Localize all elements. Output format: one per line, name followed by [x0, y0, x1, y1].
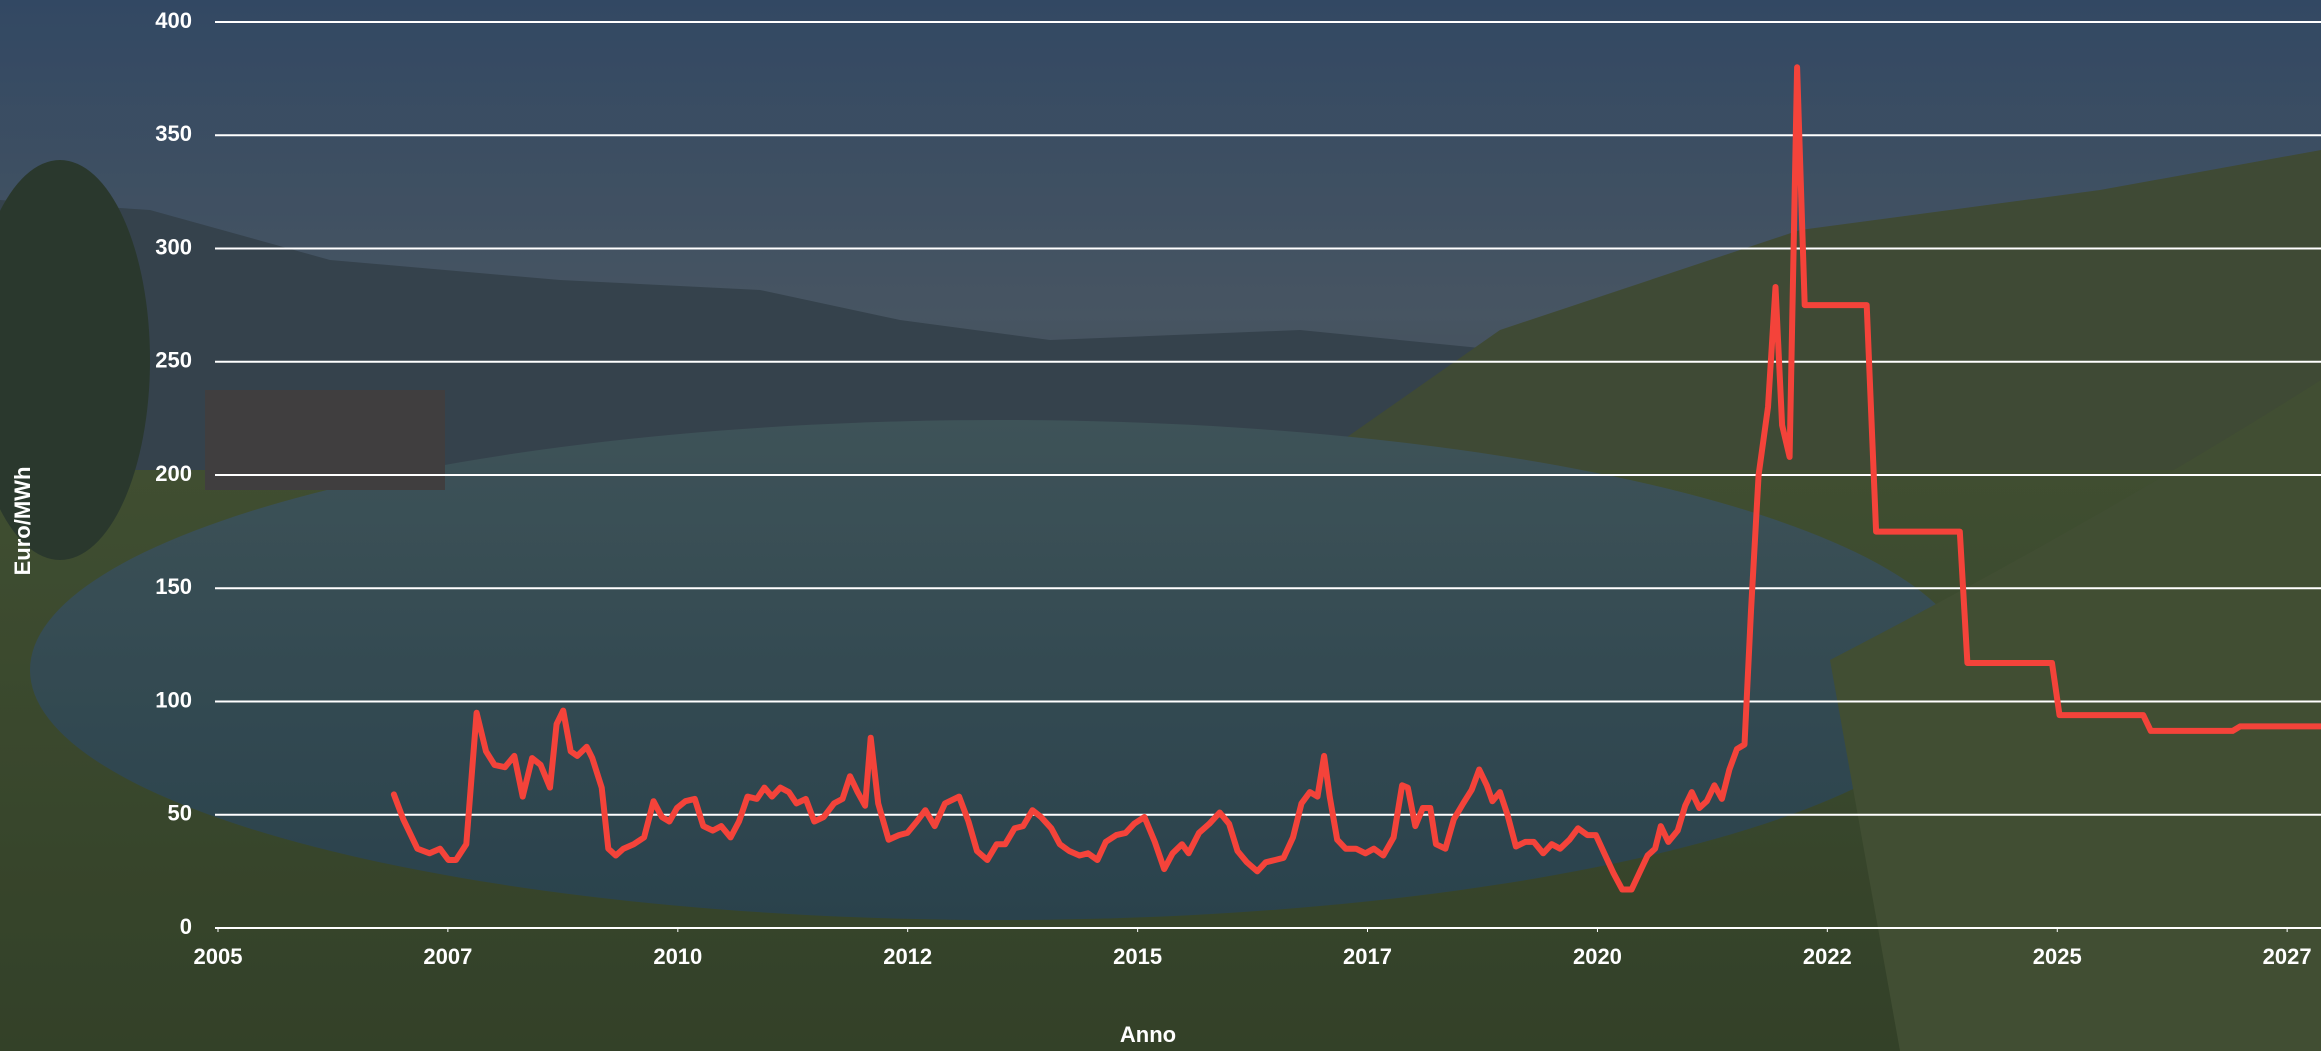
x-tick-label: 2020	[1573, 944, 1622, 969]
x-tick-label: 2025	[2033, 944, 2082, 969]
x-tick-label: 2012	[883, 944, 932, 969]
y-axis-title: Euro/MWh	[10, 467, 35, 576]
lake	[30, 420, 1970, 920]
hut	[205, 390, 445, 490]
y-tick-label: 0	[180, 914, 192, 939]
grid: 0 50 100 150 200 250 300 350 400 2005 2007 2010 2012…	[155, 8, 2321, 969]
y-tick-label: 50	[168, 801, 192, 826]
x-tick-label: 2007	[423, 944, 472, 969]
plot	[390, 64, 2321, 893]
y-tick-label: 200	[155, 461, 192, 486]
tree	[0, 160, 150, 560]
x-tick-label: 2005	[194, 944, 243, 969]
x-axis-title: Anno	[1120, 1022, 1176, 1047]
x-tick-label: 2027	[2263, 944, 2312, 969]
x-tick-label: 2010	[653, 944, 702, 969]
y-tick-label: 250	[155, 348, 192, 373]
y-tick-label: 400	[155, 8, 192, 33]
y-tick-label: 100	[155, 687, 192, 712]
hillside	[1300, 150, 2321, 470]
y-tick-label: 300	[155, 234, 192, 259]
y-tick-label: 150	[155, 574, 192, 599]
x-tick-label: 2017	[1343, 944, 1392, 969]
x-tick-label: 2022	[1803, 944, 1852, 969]
y-tick-label: 350	[155, 121, 192, 146]
x-tick-label: 2015	[1113, 944, 1162, 969]
price-line	[390, 64, 2321, 893]
